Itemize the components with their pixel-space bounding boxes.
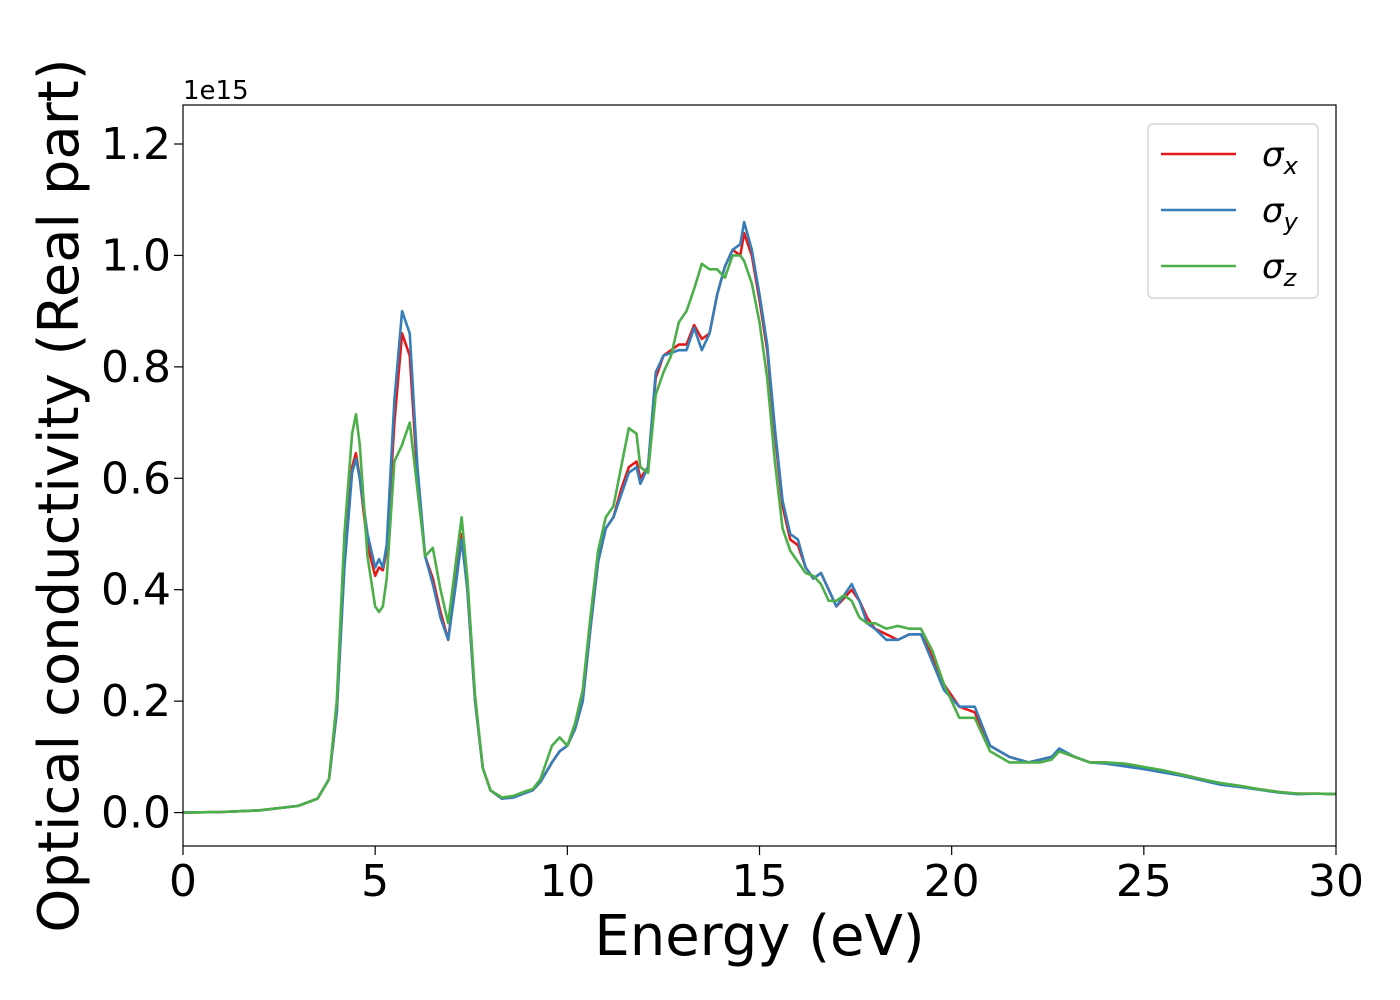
x-tick-label: 10	[539, 856, 595, 907]
y-tick-label: 0.0	[101, 788, 171, 839]
x-axis-label: Energy (eV)	[594, 904, 924, 969]
y-offset-label: 1e15	[183, 76, 249, 106]
y-tick-label: 1.2	[101, 119, 171, 170]
x-tick-label: 30	[1308, 856, 1364, 907]
y-tick-label: 0.2	[101, 676, 171, 727]
legend-label-x: σx	[1262, 135, 1299, 180]
legend: σx σy σz	[1147, 123, 1319, 299]
y-tick-label: 0.4	[101, 565, 171, 616]
x-tick-label: 25	[1116, 856, 1172, 907]
y-tick-label: 0.6	[101, 453, 171, 504]
y-tick-label: 0.8	[101, 342, 171, 393]
legend-label-y: σy	[1262, 191, 1299, 236]
y-axis-label: Optical conductivity (Real part)	[27, 58, 92, 932]
series-line-y	[183, 220, 1336, 814]
series-line-z	[183, 254, 1336, 814]
y-tick-label: 1.0	[101, 230, 171, 281]
x-tick-label: 20	[924, 856, 980, 907]
legend-label-z: σz	[1262, 247, 1298, 292]
x-tick-label: 5	[361, 856, 389, 907]
axes-layer: 0 5 10 15 20 25 30 0.0 0.2 0.4 0.6 0.8 1.0 1.2	[101, 119, 1364, 907]
x-tick-label: 15	[732, 856, 788, 907]
series-layer	[183, 220, 1336, 814]
x-tick-label: 0	[169, 856, 197, 907]
